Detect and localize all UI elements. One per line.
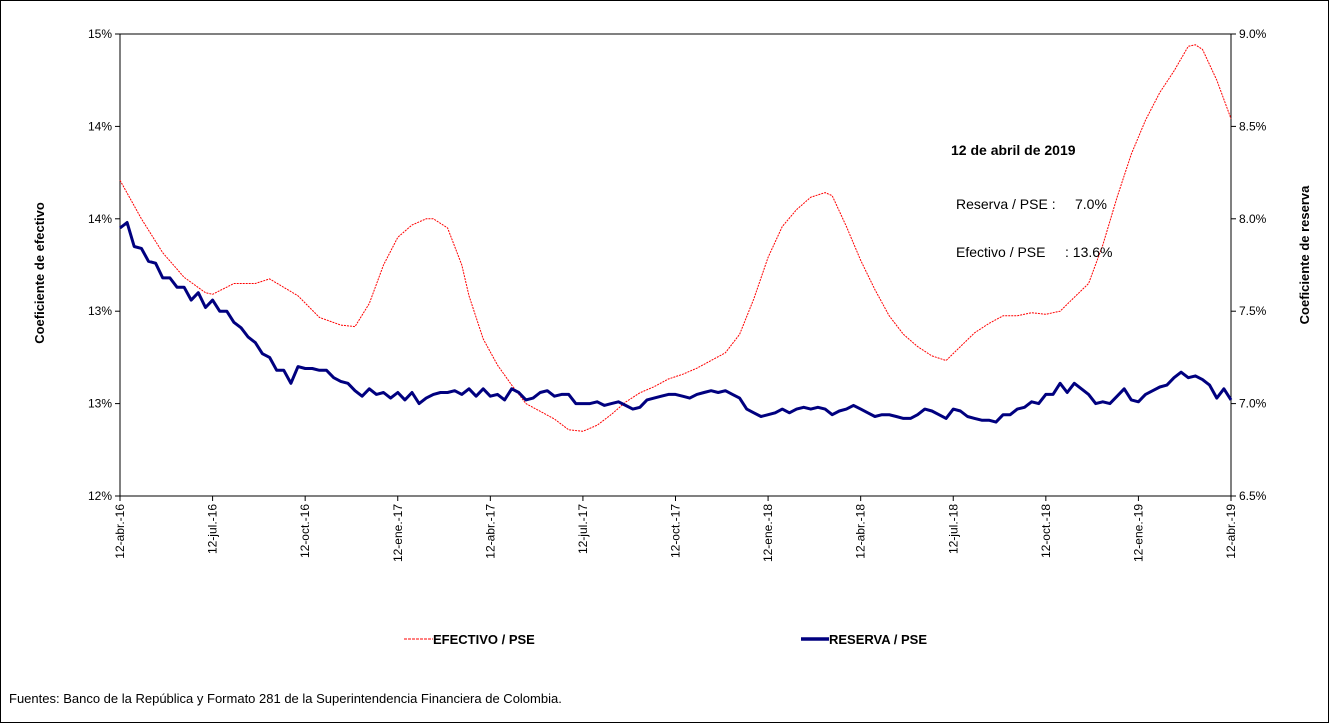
reserva-pse-line bbox=[119, 221, 1233, 424]
x-tick-label: 12-ene.-18 bbox=[761, 504, 775, 562]
left-tick-label: 13% bbox=[88, 304, 112, 318]
annotation-efectivo-label: Efectivo / PSE bbox=[956, 244, 1045, 260]
left-tick-label: 13% bbox=[88, 397, 112, 411]
right-tick-label: 7.5% bbox=[1239, 304, 1267, 318]
right-axis-ticks: 6.5% 7.0% 7.5% 8.0% 8.5% 9.0% bbox=[1231, 27, 1267, 503]
x-tick-label: 12-abr.-16 bbox=[113, 504, 127, 559]
x-tick-label: 12-abr.-18 bbox=[854, 504, 868, 559]
annotation-efectivo-value: : 13.6% bbox=[1065, 244, 1112, 260]
left-axis-ticks: 12% 13% 13% 14% 14% 15% bbox=[88, 27, 120, 503]
x-tick-label: 12-oct.-18 bbox=[1039, 504, 1053, 558]
x-tick-label: 12-abr.-19 bbox=[1224, 504, 1238, 559]
right-tick-label: 9.0% bbox=[1239, 27, 1267, 41]
annotation-reserva-label: Reserva / PSE : bbox=[956, 196, 1056, 212]
annotation-title: 12 de abril de 2019 bbox=[951, 142, 1076, 158]
right-tick-label: 8.5% bbox=[1239, 119, 1267, 133]
legend: EFECTIVO / PSE RESERVA / PSE bbox=[404, 632, 927, 647]
left-tick-label: 15% bbox=[88, 27, 112, 41]
annotation-reserva-value: 7.0% bbox=[1075, 196, 1107, 212]
right-tick-label: 6.5% bbox=[1239, 489, 1267, 503]
x-tick-label: 12-abr.-17 bbox=[483, 504, 497, 559]
legend-reserva-label: RESERVA / PSE bbox=[829, 632, 927, 647]
x-tick-label: 12-ene.-17 bbox=[391, 504, 405, 562]
right-axis-title: Coeficiente de reserva bbox=[1297, 185, 1312, 325]
x-tick-label: 12-jul.-18 bbox=[946, 504, 960, 554]
left-tick-label: 14% bbox=[88, 212, 112, 226]
right-tick-label: 7.0% bbox=[1239, 397, 1267, 411]
legend-efectivo-label: EFECTIVO / PSE bbox=[433, 632, 535, 647]
series-lines bbox=[119, 44, 1233, 432]
x-tick-label: 12-oct.-17 bbox=[669, 504, 683, 558]
left-axis-title: Coeficiente de efectivo bbox=[32, 202, 47, 344]
x-tick-label: 12-oct.-16 bbox=[298, 504, 312, 558]
chart-axes bbox=[119, 33, 1232, 497]
x-axis-ticks: 12-abr.-16 12-jul.-16 12-oct.-16 12-ene.-17… bbox=[113, 496, 1238, 562]
right-tick-label: 8.0% bbox=[1239, 212, 1267, 226]
left-tick-label: 14% bbox=[88, 119, 112, 133]
left-tick-label: 12% bbox=[88, 489, 112, 503]
source-note: Fuentes: Banco de la República y Formato… bbox=[9, 691, 562, 706]
x-tick-label: 12-jul.-17 bbox=[576, 504, 590, 554]
x-tick-label: 12-ene.-19 bbox=[1131, 504, 1145, 562]
annotation-box: 12 de abril de 2019 Reserva / PSE : 7.0%… bbox=[951, 142, 1112, 260]
x-tick-label: 12-jul.-16 bbox=[206, 504, 220, 554]
plot-area-border bbox=[119, 33, 1232, 497]
